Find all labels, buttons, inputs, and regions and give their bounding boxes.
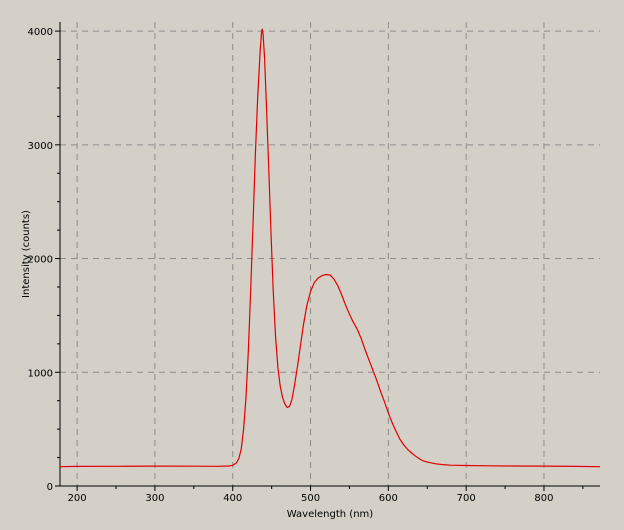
x-tick-label: 700 [457, 493, 476, 504]
axes [59, 22, 600, 487]
series-line [59, 28, 601, 468]
y-axis-label: Intensity (counts) [21, 210, 32, 298]
y-ticks: 0 1000 2000 3000 4000 [28, 27, 60, 493]
x-ticks: 200 300 400 500 600 700 800 [68, 486, 584, 504]
x-tick-label: 500 [301, 493, 320, 504]
y-tick-label: 0 [47, 482, 53, 493]
x-axis-label: Wavelength (nm) [287, 509, 373, 520]
x-tick-label: 800 [534, 493, 553, 504]
y-tick-label: 2000 [28, 255, 53, 266]
y-tick-label: 1000 [28, 368, 53, 379]
y-tick-label: 4000 [28, 27, 53, 38]
x-tick-label: 300 [145, 493, 164, 504]
x-tick-label: 400 [223, 493, 242, 504]
x-tick-label: 600 [379, 493, 398, 504]
grid-lines [60, 22, 600, 486]
x-tick-label: 200 [68, 493, 87, 504]
y-tick-label: 3000 [28, 141, 53, 152]
